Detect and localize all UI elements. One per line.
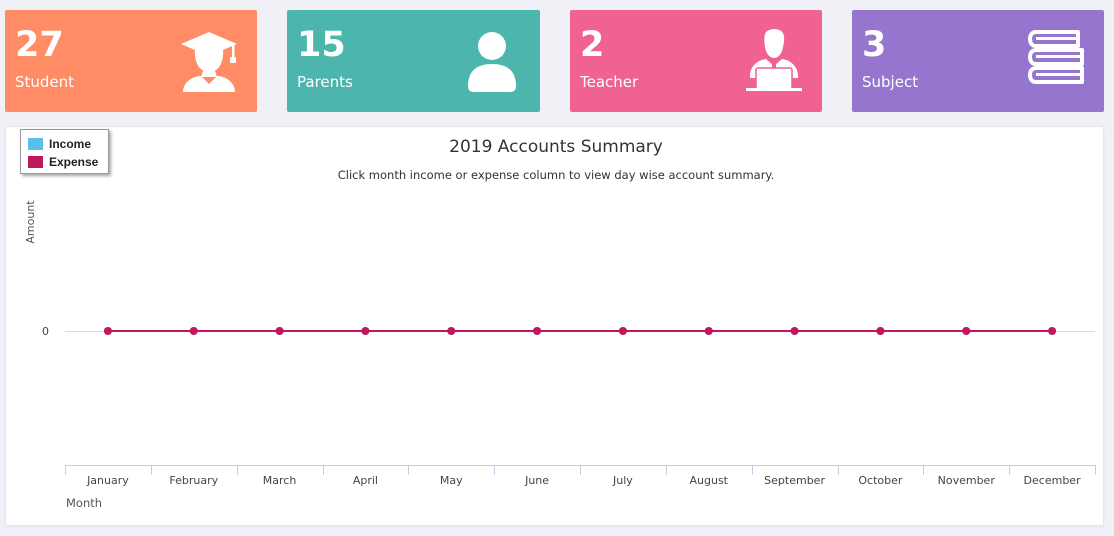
x-tick-label-november: November <box>938 474 996 487</box>
user-icon <box>462 28 522 92</box>
point-expense-april[interactable] <box>361 327 370 335</box>
point-expense-july[interactable] <box>618 327 627 335</box>
graduate-icon <box>179 28 239 92</box>
legend-label-income: Income <box>49 137 92 151</box>
point-expense-june[interactable] <box>533 327 542 335</box>
accounts-summary-panel: 2019 Accounts Summary Click month income… <box>5 126 1104 526</box>
x-axis: January February March April May June July Augu… <box>65 465 1096 487</box>
accounts-chart: 2019 Accounts Summary Click month income… <box>24 137 1096 510</box>
subject-count: 3 <box>862 25 887 65</box>
chart-legend: Income Expense <box>20 129 109 174</box>
x-tick-label-september: September <box>764 474 825 487</box>
x-tick-label-july: July <box>612 474 633 487</box>
chart-title: 2019 Accounts Summary <box>449 137 663 157</box>
x-tick-label-may: May <box>440 474 463 487</box>
x-tick-label-october: October <box>858 474 902 487</box>
x-tick-label-december: December <box>1024 474 1082 487</box>
point-expense-august[interactable] <box>704 327 713 335</box>
x-tick-label-august: August <box>690 474 729 487</box>
x-tick-label-february: February <box>169 474 218 487</box>
legend-swatch-expense <box>28 156 43 168</box>
x-tick-label-june: June <box>524 474 549 487</box>
point-expense-october[interactable] <box>876 327 885 335</box>
parents-count: 15 <box>297 25 346 65</box>
teacher-icon <box>744 28 804 92</box>
point-expense-may[interactable] <box>447 327 456 335</box>
legend-label-expense: Expense <box>49 155 99 169</box>
books-icon <box>1026 28 1086 92</box>
teacher-label: Teacher <box>580 73 639 91</box>
parents-label: Parents <box>297 73 353 91</box>
y-axis-ticks: 0 <box>42 325 49 338</box>
x-tick-label-january: January <box>86 474 129 487</box>
chart-series <box>103 327 1057 335</box>
stat-card-parents[interactable]: 15 Parents <box>287 10 540 112</box>
stat-card-student[interactable]: 27 Student <box>5 10 257 112</box>
stat-card-subject[interactable]: 3 Subject <box>852 10 1104 112</box>
y-axis-label: Amount <box>24 200 37 244</box>
legend-item-income[interactable]: Income <box>28 135 108 153</box>
teacher-count: 2 <box>580 25 605 65</box>
point-expense-february[interactable] <box>189 327 198 335</box>
point-expense-march[interactable] <box>275 327 284 335</box>
x-axis-label: Month <box>66 496 102 510</box>
point-expense-september[interactable] <box>790 327 799 335</box>
point-expense-november[interactable] <box>962 327 971 335</box>
y-tick-label: 0 <box>42 325 49 338</box>
x-tick-label-march: March <box>263 474 297 487</box>
student-count: 27 <box>15 25 64 65</box>
student-label: Student <box>15 73 75 91</box>
chart-subtitle: Click month income or expense column to … <box>338 168 775 182</box>
point-expense-december[interactable] <box>1048 327 1057 335</box>
legend-swatch-income <box>28 138 43 150</box>
legend-item-expense[interactable]: Expense <box>28 153 108 171</box>
x-tick-label-april: April <box>353 474 378 487</box>
point-expense-january[interactable] <box>103 327 112 335</box>
stat-card-teacher[interactable]: 2 Teacher <box>570 10 822 112</box>
subject-label: Subject <box>862 73 919 91</box>
